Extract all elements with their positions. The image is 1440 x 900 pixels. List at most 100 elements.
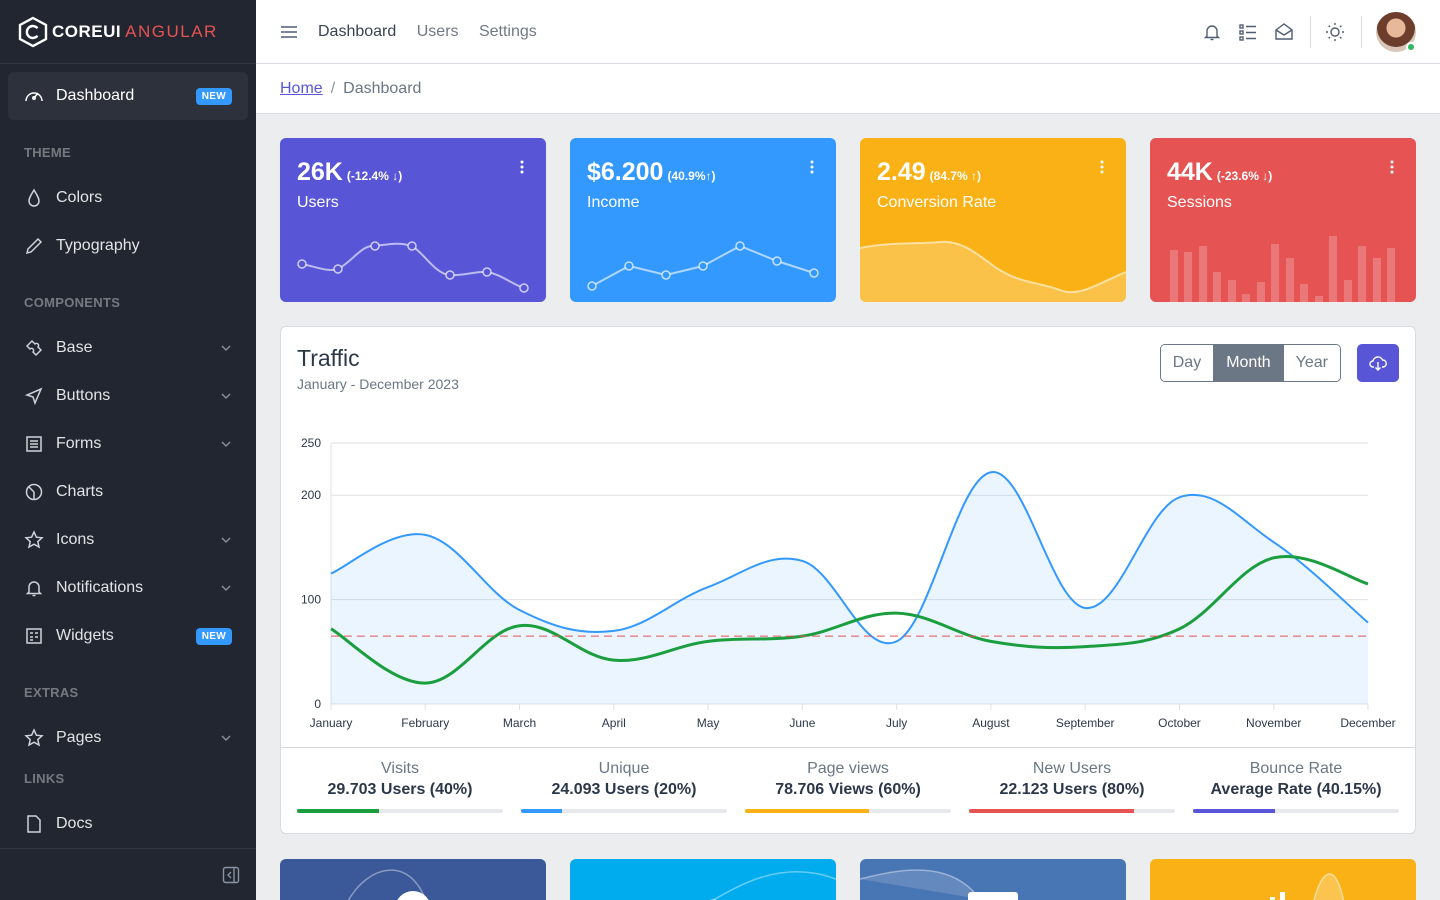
header-nav-dashboard[interactable]: Dashboard (318, 22, 397, 40)
breadcrumb-current: Dashboard (343, 79, 422, 97)
header-nav: Dashboard Users Settings (318, 23, 553, 41)
stat-value: Average Rate (40.15%) (1210, 781, 1382, 798)
sidebar-item-label: Dashboard (56, 87, 135, 104)
widget-sparkline (587, 241, 819, 291)
series-line (330, 471, 1369, 645)
stat-label: Page views (807, 760, 889, 777)
stat-visits: Visits 29.703 Users (40%) (297, 748, 512, 833)
sun-icon[interactable] (1325, 22, 1345, 42)
widget-decoration (860, 869, 1018, 900)
menu-icon[interactable] (280, 24, 298, 40)
chevron-down-icon (221, 345, 231, 352)
widget-label: Income (587, 194, 640, 211)
more-options-icon[interactable] (520, 160, 524, 176)
sidebar-item-pages[interactable]: Pages (8, 714, 248, 762)
sidebar-item-label: Notifications (56, 579, 144, 596)
envelope-open-icon[interactable] (1274, 22, 1294, 42)
y-tick-label: 200 (301, 488, 321, 502)
period-day-button[interactable]: Day (1160, 345, 1215, 381)
sidebar-item-icons[interactable]: Icons (8, 516, 248, 564)
stat-unique: Unique 24.093 Users (20%) (512, 748, 736, 833)
y-tick-label: 250 (301, 436, 321, 450)
list-rich-icon[interactable] (1238, 22, 1258, 42)
breadcrumb: Home / Dashboard (256, 64, 1440, 114)
sidebar-item-widgets[interactable]: Widgets NEW (8, 612, 248, 660)
stat-label: Unique (598, 760, 650, 777)
stat-progress-fill (745, 809, 869, 813)
header: Dashboard Users Settings (256, 0, 1440, 64)
sidebar-nav: Dashboard NEW THEME Colors Typography CO… (0, 64, 256, 848)
header-nav-users[interactable]: Users (416, 22, 459, 40)
traffic-title: Traffic (297, 345, 360, 371)
header-divider (1361, 16, 1362, 48)
stat-progress (745, 809, 951, 813)
widget-conversion-rate: 2.49 (84.7% ↑) Conversion Rate (860, 138, 1126, 302)
header-actions (1186, 0, 1416, 64)
sidebar-item-dashboard[interactable]: Dashboard NEW (8, 72, 248, 120)
widget-area-chart (860, 240, 1126, 302)
traffic-line-chart: 0 100 200 250 January February March April May Ju… (301, 436, 1396, 730)
widget-decoration (347, 869, 429, 900)
header-nav-settings[interactable]: Settings (478, 22, 537, 40)
sidebar-item-label: Docs (56, 815, 93, 832)
sidebar-item-colors[interactable]: Colors (8, 174, 248, 222)
widget-value: 44K (-23.6% ↓) (1167, 158, 1273, 186)
nav-title-links: LINKS (24, 771, 65, 786)
stat-value: 29.703 Users (40%) (327, 781, 473, 798)
sidebar-item-docs[interactable]: Docs (8, 800, 248, 848)
cursor-icon (24, 386, 44, 406)
breadcrumb-separator: / (330, 79, 336, 97)
sidebar-item-notifications[interactable]: Notifications (8, 564, 248, 612)
widget-label: Sessions (1167, 194, 1232, 211)
sidebar-item-label: Charts (56, 483, 104, 500)
widget-facebook (280, 859, 546, 900)
nav-title-theme: THEME (24, 145, 71, 160)
stat-value: 78.706 Views (60%) (775, 781, 921, 798)
sidebar-item-forms[interactable]: Forms (8, 420, 248, 468)
stat-page-views: Page views 78.706 Views (60%) (736, 748, 960, 833)
nav-title-extras: EXTRAS (24, 685, 79, 700)
speedometer-icon (24, 86, 44, 106)
widget-users: 26K (-12.4% ↓) Users (280, 138, 546, 302)
x-tick-label: November (1246, 716, 1301, 730)
x-tick-label: April (602, 716, 626, 730)
stat-label: New Users (1032, 760, 1112, 777)
avatar[interactable] (1376, 12, 1416, 52)
widget-sessions: 44K (-23.6% ↓) Sessions (1150, 138, 1416, 302)
sidebar-item-typography[interactable]: Typography (8, 222, 248, 270)
series-area (331, 472, 1368, 704)
period-year-button[interactable]: Year (1283, 345, 1340, 381)
widget-value: 26K (-12.4% ↓) (297, 158, 403, 186)
x-tick-label: March (503, 716, 536, 730)
stat-label: Visits (381, 760, 419, 777)
more-options-icon[interactable] (1100, 160, 1104, 176)
sidebar-item-label: Widgets (56, 627, 114, 644)
x-tick-label: June (789, 716, 815, 730)
period-month-button[interactable]: Month (1214, 345, 1284, 381)
sidebar-toggler[interactable] (0, 848, 256, 900)
drop-icon (24, 188, 44, 208)
brand[interactable]: COREUI ANGULAR (0, 0, 256, 64)
chevron-down-icon (221, 393, 231, 400)
breadcrumb-home[interactable]: Home (280, 79, 323, 97)
collapse-sidebar-icon (222, 866, 240, 883)
sidebar-item-base[interactable]: Base (8, 324, 248, 372)
traffic-subtitle: January - December 2023 (297, 376, 459, 392)
notes-icon (24, 434, 44, 454)
more-options-icon[interactable] (1390, 160, 1394, 176)
widget-delta: (40.9%↑) (667, 169, 716, 183)
bell-icon[interactable] (1202, 22, 1222, 42)
widget-income: $6.200 (40.9%↑) Income (570, 138, 836, 302)
x-tick-label: December (1340, 716, 1395, 730)
stat-value: 24.093 Users (20%) (551, 781, 697, 798)
period-toggle: Day Month Year (1159, 344, 1341, 382)
series-line (330, 555, 1369, 685)
description-icon (24, 814, 44, 834)
widget-bar-chart (1170, 236, 1395, 302)
sidebar-item-charts[interactable]: Charts (8, 468, 248, 516)
header-divider (1310, 16, 1311, 48)
widget-delta: (-12.4% ↓) (346, 169, 403, 183)
more-options-icon[interactable] (810, 160, 814, 176)
sidebar-item-buttons[interactable]: Buttons (8, 372, 248, 420)
download-button[interactable] (1357, 344, 1399, 382)
